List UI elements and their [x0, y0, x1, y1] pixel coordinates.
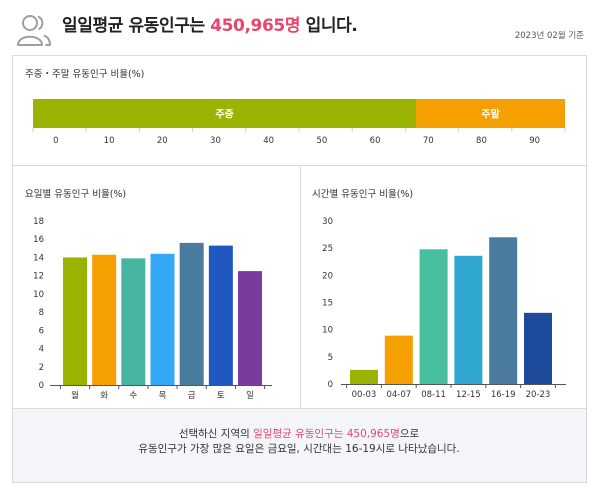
- hour-bar: [454, 255, 483, 384]
- summary-suffix: 으로: [399, 428, 420, 440]
- y-tick-label: 10: [322, 326, 333, 336]
- day-bar: [121, 258, 146, 385]
- x-tick-label: 20: [157, 136, 168, 146]
- day-chart: 0 2 4 6 8 10 12 14 16 18 월 화 수 목 금 토 일: [33, 217, 272, 401]
- day-label: 금: [188, 391, 196, 401]
- weekday-weekend-title: 주중・주말 유동인구 비율(%): [25, 69, 145, 80]
- weekday-label: 주중: [215, 109, 233, 121]
- hour-bar: [384, 335, 413, 384]
- weekend-label: 주말: [481, 109, 500, 121]
- hour-bar: [419, 249, 448, 384]
- users-icon: [16, 12, 52, 48]
- day-bar: [238, 271, 263, 385]
- y-tick-label: 6: [39, 326, 44, 336]
- hour-bar: [489, 237, 518, 384]
- y-tick-label: 8: [39, 308, 44, 318]
- x-tick-label: 60: [370, 136, 381, 146]
- weekday-weekend-chart: 주중 주말 0 10 20 30 40 50 60 70 80 90: [32, 99, 566, 146]
- day-bar: [208, 245, 233, 385]
- y-tick-label: 30: [322, 217, 333, 227]
- x-tick-label: 90: [529, 136, 540, 146]
- stats-panel: [12, 55, 587, 483]
- hour-bar: [350, 369, 378, 384]
- weekday-segment: [33, 99, 417, 128]
- x-tick-label: 70: [423, 136, 434, 146]
- x-tick-label: 80: [476, 136, 487, 146]
- day-bar: [179, 242, 204, 385]
- y-tick-label: 16: [33, 235, 44, 245]
- day-label: 화: [100, 391, 108, 401]
- y-tick-label: 4: [39, 345, 44, 355]
- y-tick-label: 5: [328, 353, 333, 363]
- chart-divider: [300, 165, 301, 408]
- summary-box: [13, 408, 586, 482]
- summary-line-2: 유동인구가 가장 많은 요일은 금요일, 시간대는 16-19시로 나타났습니다…: [138, 443, 460, 455]
- y-tick-label: 18: [33, 217, 44, 227]
- weekend-segment: [416, 99, 565, 128]
- hour-label: 08-11: [421, 390, 446, 400]
- y-tick-label: 0: [328, 380, 333, 390]
- hour-label: 20-23: [526, 390, 551, 400]
- time-of-day-title: 시간별 유동인구 비율(%): [312, 189, 414, 200]
- day-label: 월: [71, 390, 79, 401]
- title-suffix: 입니다.: [300, 16, 358, 36]
- hour-label: 12-15: [456, 390, 481, 400]
- page-title: 일일평균 유동인구는 450,965명 입니다.: [62, 15, 358, 37]
- day-label: 토: [217, 391, 225, 401]
- hour-label: 16-19: [491, 390, 516, 400]
- day-bar: [63, 257, 87, 385]
- y-tick-label: 25: [322, 244, 333, 254]
- day-label: 목: [159, 391, 167, 401]
- y-tick-label: 20: [322, 271, 333, 281]
- section-divider: [12, 165, 587, 166]
- x-tick-label: 30: [210, 136, 221, 146]
- summary-line-1: 선택하신 지역의 일일평균 유동인구는 450,965명으로: [0, 427, 598, 441]
- x-tick-label: 40: [263, 136, 274, 146]
- hour-label: 00-03: [352, 390, 377, 400]
- hour-chart: 0 5 10 15 20 25 30 00-03 04-07 08-11 12-15 16-19 20-…: [322, 217, 566, 400]
- day-label: 수: [129, 391, 137, 401]
- daily-average-count: 450,965명: [210, 16, 301, 36]
- y-tick-label: 15: [322, 299, 333, 309]
- day-bar: [150, 253, 175, 385]
- summary-prefix: 선택하신 지역의: [178, 428, 254, 440]
- hour-bar: [524, 312, 552, 384]
- y-tick-label: 14: [33, 253, 44, 263]
- day-bar: [92, 254, 117, 385]
- base-date: 2023년 02월 기준: [514, 31, 584, 41]
- day-label: 일: [246, 391, 254, 401]
- x-tick-label: 10: [104, 136, 115, 146]
- y-tick-label: 10: [33, 290, 44, 300]
- y-tick-label: 0: [39, 381, 44, 391]
- y-tick-label: 2: [39, 363, 44, 373]
- title-prefix: 일일평균 유동인구는: [62, 16, 211, 36]
- y-tick-label: 12: [33, 272, 44, 282]
- x-tick-label: 50: [316, 136, 327, 146]
- x-tick-label: 0: [53, 136, 58, 146]
- hour-label: 04-07: [386, 390, 411, 400]
- day-of-week-title: 요일별 유동인구 비율(%): [25, 189, 127, 200]
- summary-highlight: 일일평균 유동인구는 450,965명: [253, 428, 400, 440]
